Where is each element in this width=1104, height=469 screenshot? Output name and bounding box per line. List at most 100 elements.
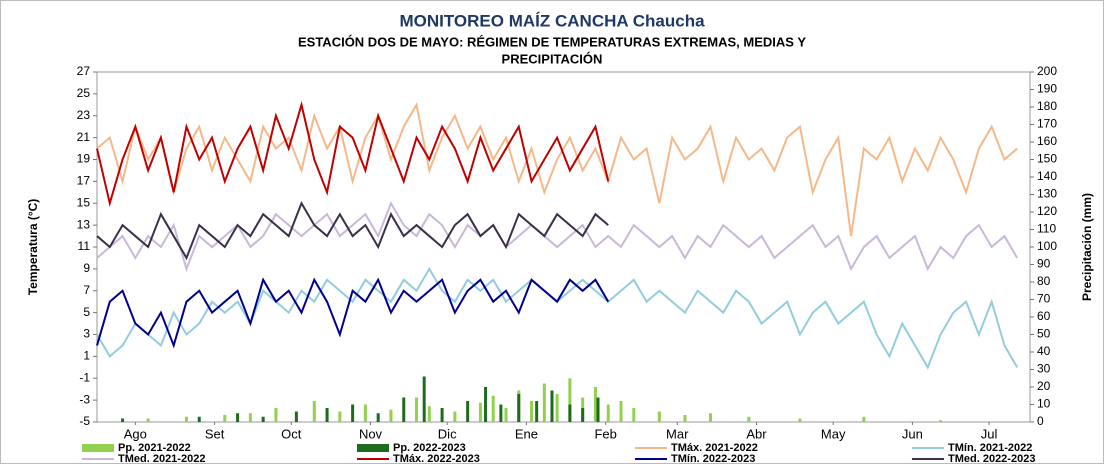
precip-bar: [568, 378, 572, 422]
y-tick-label: -5: [79, 414, 90, 428]
y-tick-label: 19: [77, 152, 91, 166]
precip-bar: [453, 411, 457, 422]
precip-bar: [581, 408, 585, 422]
y-tick-label: 13: [77, 217, 91, 231]
precip-bar: [619, 401, 623, 422]
y2-tick-label: 70: [1037, 292, 1051, 306]
precip-bar: [274, 408, 278, 422]
x-tick-label: Oct: [281, 426, 302, 441]
precip-bar: [146, 418, 150, 422]
precip-bar: [466, 401, 470, 422]
y-tick-label: 27: [77, 64, 91, 78]
temp-line: [96, 200, 1019, 272]
x-tick-label: Ene: [515, 426, 538, 441]
chart-subtitle: PRECIPITACIÓN: [502, 51, 603, 66]
x-tick-label: Ago: [124, 426, 147, 441]
precip-bar: [657, 411, 661, 422]
precip-bar: [363, 404, 367, 422]
precip-bar: [223, 415, 227, 422]
x-tick-label: May: [821, 426, 846, 441]
precip-bar: [632, 408, 636, 422]
y2-tick-label: 60: [1037, 309, 1051, 323]
precip-bar: [499, 404, 503, 422]
y-tick-label: 25: [77, 86, 91, 100]
precip-bar: [747, 416, 751, 422]
precip-bar: [121, 418, 125, 422]
precip-bar: [798, 418, 802, 422]
temp-line: [96, 102, 1018, 237]
precip-bar: [415, 397, 419, 422]
y2-tick-label: 40: [1037, 344, 1051, 358]
precip-bar: [351, 404, 355, 422]
y2-tick-label: 110: [1037, 222, 1056, 236]
legend-label: TMáx. 2022-2023: [393, 453, 480, 464]
x-tick-label: Jun: [902, 426, 923, 441]
legend-label: Pp. 2021-2022: [118, 442, 191, 454]
precip-bar: [338, 411, 342, 422]
legend-swatch: [82, 444, 114, 452]
precip-bar: [197, 416, 201, 422]
precip-bar: [376, 413, 380, 422]
y-tick-label: 21: [77, 130, 91, 144]
y-tick-label: 15: [77, 195, 91, 209]
y-tick-label: 3: [83, 327, 90, 341]
y-tick-label: 7: [83, 283, 90, 297]
x-tick-label: Set: [205, 426, 225, 441]
precip-bar: [184, 416, 188, 422]
precip-bar: [248, 413, 252, 422]
y2-tick-label: 150: [1037, 152, 1057, 166]
y-axis-label: Temperatura (°C): [26, 199, 40, 296]
precip-bar: [422, 376, 426, 422]
precip-bar: [389, 409, 393, 422]
y2-tick-label: 80: [1037, 274, 1051, 288]
precip-bar: [325, 408, 329, 422]
legend-label: TMed. 2021-2022: [118, 453, 205, 464]
chart-title: MONITOREO MAÍZ CANCHA Chaucha: [399, 11, 705, 30]
legend-label: TMín. 2021-2022: [948, 442, 1032, 454]
temp-line: [96, 100, 610, 208]
y2-tick-label: 100: [1037, 239, 1057, 253]
x-tick-label: Dic: [438, 426, 457, 441]
y2-tick-label: 190: [1037, 82, 1057, 96]
precip-bar: [555, 394, 559, 422]
x-tick-label: Feb: [594, 426, 616, 441]
precip-bar: [535, 401, 539, 422]
y-tick-label: -3: [79, 392, 90, 406]
legend-label: TMín. 2022-2023: [671, 453, 755, 464]
precip-bar: [939, 420, 943, 422]
y2-tick-label: 170: [1037, 117, 1057, 131]
y2-tick-label: 50: [1037, 327, 1051, 341]
y2-tick-label: 200: [1037, 64, 1057, 78]
precip-bar: [606, 404, 610, 422]
precip-bar: [427, 406, 431, 422]
y-tick-label: 1: [83, 349, 90, 363]
legend-label: TMáx. 2021-2022: [671, 442, 758, 454]
precip-bar: [312, 401, 316, 422]
precip-bar: [517, 394, 521, 422]
y2-tick-label: 120: [1037, 204, 1057, 218]
precip-bar: [478, 402, 482, 422]
temp-line: [96, 277, 610, 349]
y2-tick-label: 160: [1037, 134, 1057, 148]
y-tick-label: -1: [79, 370, 90, 384]
legend-swatch: [357, 444, 389, 452]
precip-bar: [402, 397, 406, 422]
precip-bar: [440, 408, 444, 422]
y2-tick-label: 10: [1037, 397, 1051, 411]
x-tick-label: Jul: [981, 426, 998, 441]
precip-bar: [261, 416, 265, 422]
y2-tick-label: 140: [1037, 169, 1057, 183]
y-tick-label: 9: [83, 261, 90, 275]
precip-bar: [484, 387, 488, 422]
precip-bar: [862, 416, 866, 422]
y-tick-label: 23: [77, 108, 91, 122]
precip-bar: [708, 413, 712, 422]
precip-bar: [504, 408, 508, 422]
precip-bar: [568, 404, 572, 422]
y-tick-label: 5: [83, 305, 90, 319]
precip-bar: [491, 395, 495, 422]
precip-bar: [236, 413, 240, 422]
y-tick-label: 11: [78, 239, 91, 253]
